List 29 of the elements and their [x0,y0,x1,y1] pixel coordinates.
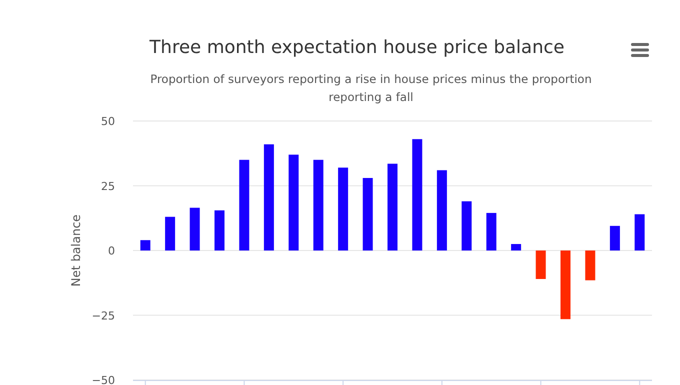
bar [362,178,373,250]
bar [536,250,546,279]
bar [165,216,176,250]
bar [560,250,570,320]
bar [313,160,324,250]
bar [511,244,522,250]
y-tick-label: −25 [92,309,115,322]
chart-title: Three month expectation house price balance [148,37,564,58]
bar [634,214,645,250]
bar [436,170,447,250]
bar [412,139,422,250]
chart-subtitle: Proportion of surveyors reporting a rise in house prices minus the proportion reporting a fall [150,72,592,104]
bar [190,208,200,250]
bar [338,168,348,250]
y-tick-label: −50 [92,374,115,385]
bar [239,160,250,250]
y-axis-title: Net balance [69,214,83,287]
y-tick-label: 50 [101,115,115,128]
bar [486,212,496,250]
y-tick-label: 0 [108,244,115,258]
y-tick-label: 25 [101,180,115,193]
bar [140,240,150,250]
bar [264,144,274,250]
bar [610,226,620,250]
bar [388,164,398,250]
bar [585,250,596,280]
bar [214,210,224,250]
bar [462,201,472,250]
bar [288,154,299,250]
